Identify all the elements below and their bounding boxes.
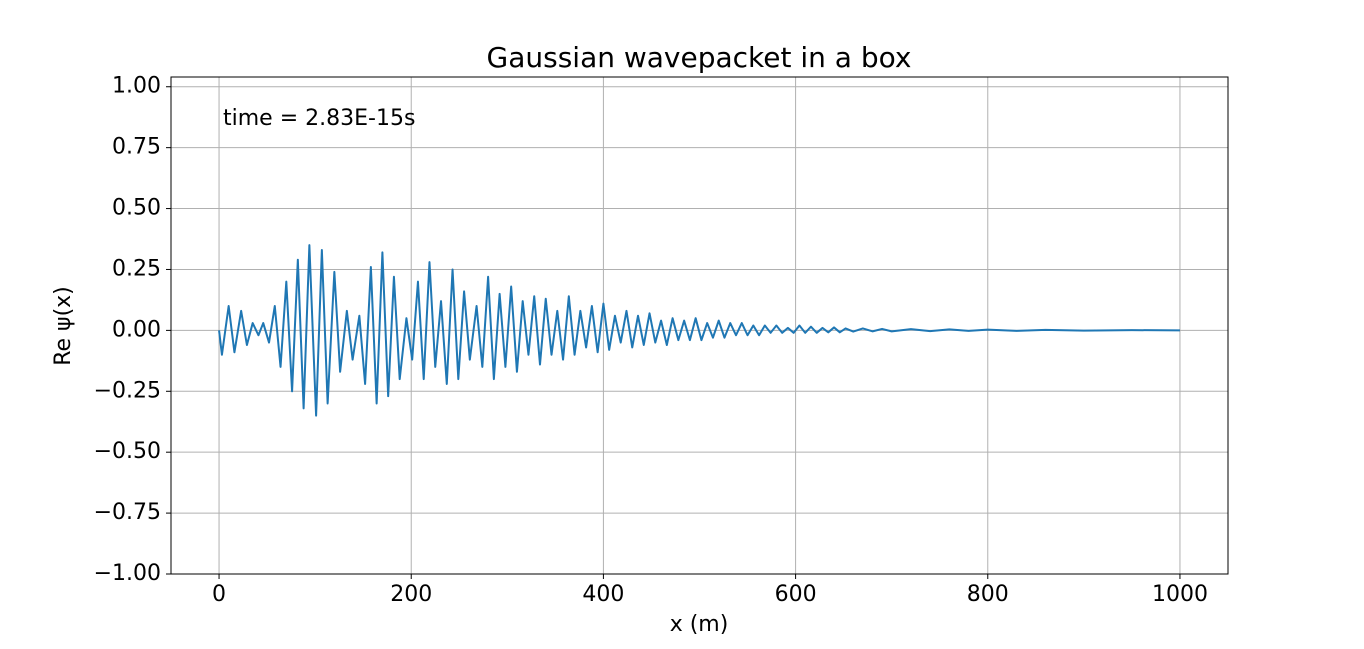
y-tick-label: 0.00 — [112, 317, 161, 342]
y-tick-label: −0.25 — [94, 378, 161, 403]
x-tick-label: 0 — [212, 582, 226, 607]
y-axis-label: Re ψ(x) — [51, 286, 76, 366]
y-tick-label: −0.75 — [94, 500, 161, 525]
chart-title: Gaussian wavepacket in a box — [487, 41, 912, 74]
x-axis-label: x (m) — [670, 612, 729, 637]
plot-frame — [170, 76, 1229, 575]
x-tick-label: 800 — [967, 582, 1009, 607]
y-tick-label: 0.25 — [112, 256, 161, 281]
data-line — [218, 244, 1180, 417]
x-tick-label: 600 — [775, 582, 817, 607]
x-tick-label: 400 — [582, 582, 624, 607]
y-tick-label: 0.50 — [112, 196, 161, 221]
x-tick-label: 1000 — [1152, 582, 1208, 607]
y-tick-label: −1.00 — [94, 561, 161, 586]
y-tick-label: −0.50 — [94, 439, 161, 464]
x-tick-label: 200 — [390, 582, 432, 607]
annotation: time = 2.83E-15s — [223, 106, 415, 131]
y-tick-label: 1.00 — [112, 74, 161, 99]
y-tick-label: 0.75 — [112, 135, 161, 160]
